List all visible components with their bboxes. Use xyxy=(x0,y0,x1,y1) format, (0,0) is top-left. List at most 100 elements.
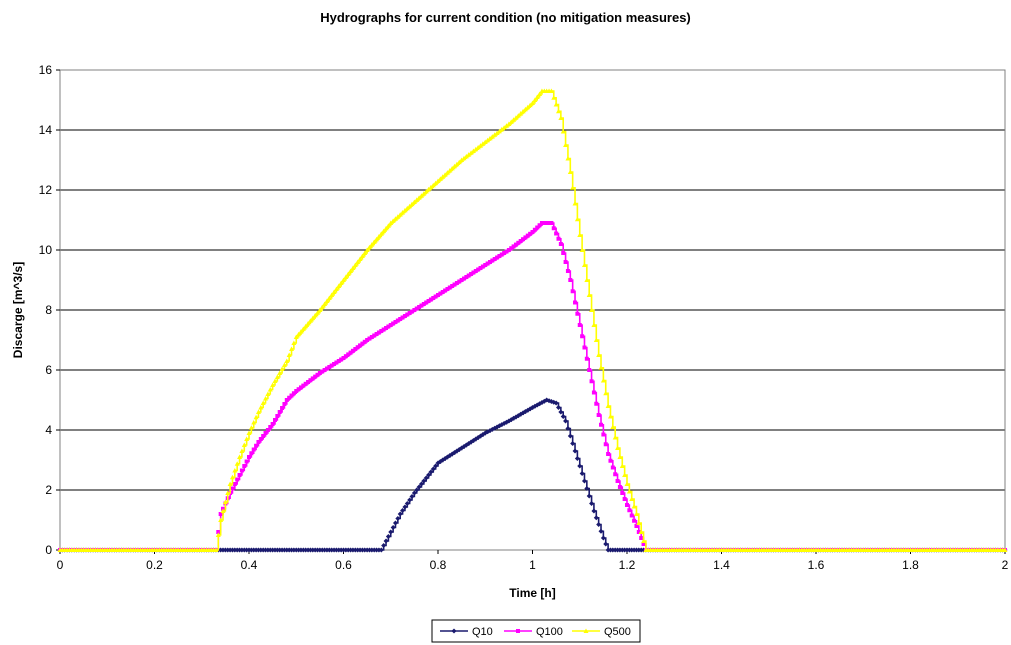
data-point-q100 xyxy=(636,530,641,534)
data-point-q100 xyxy=(407,311,412,315)
data-point-q100 xyxy=(247,455,251,459)
data-point-q100 xyxy=(341,356,346,360)
data-point-q100 xyxy=(525,233,530,238)
data-point-q10 xyxy=(381,543,387,548)
data-point-q100 xyxy=(466,273,471,278)
y-tick-label: 8 xyxy=(45,303,52,317)
data-point-q100 xyxy=(242,464,247,468)
data-point-q100 xyxy=(395,318,400,323)
data-point-q10 xyxy=(591,508,597,514)
data-point-q100 xyxy=(641,542,646,546)
data-point-q500 xyxy=(478,143,484,148)
data-point-q100 xyxy=(419,303,424,308)
data-point-q100 xyxy=(573,300,578,305)
data-point-q100 xyxy=(469,272,474,276)
data-point-q100 xyxy=(334,360,339,365)
data-point-q100 xyxy=(308,378,313,383)
data-point-q500 xyxy=(480,141,486,146)
data-point-q100 xyxy=(601,432,606,437)
data-point-q100 xyxy=(461,276,466,281)
legend-box xyxy=(431,619,641,643)
y-axis-title: Discarge [m^3/s] xyxy=(11,262,25,358)
data-point-q500 xyxy=(598,365,604,370)
data-point-q100 xyxy=(391,321,396,326)
data-point-q500 xyxy=(270,382,276,387)
data-point-q100 xyxy=(457,279,462,284)
data-point-q100 xyxy=(306,380,311,384)
y-tick-label: 16 xyxy=(39,63,53,77)
data-point-q500 xyxy=(324,298,330,303)
data-point-q500 xyxy=(366,244,372,250)
data-point-q100 xyxy=(405,312,410,317)
legend-marker-q100 xyxy=(516,629,520,633)
data-point-q100 xyxy=(547,221,552,225)
data-point-q100 xyxy=(504,249,509,254)
data-point-q100 xyxy=(511,244,516,249)
data-point-q100 xyxy=(596,413,601,417)
data-point-q500 xyxy=(551,95,557,100)
legend-marker-q10 xyxy=(451,628,457,634)
data-point-q100 xyxy=(244,459,249,464)
data-point-q10 xyxy=(395,516,401,521)
data-point-q100 xyxy=(426,299,431,303)
data-point-q100 xyxy=(294,389,299,393)
data-point-q10 xyxy=(600,535,606,541)
data-point-q500 xyxy=(475,144,481,150)
data-point-q10 xyxy=(407,497,413,503)
data-point-q500 xyxy=(263,396,269,401)
data-point-q100 xyxy=(282,402,287,406)
data-point-q500 xyxy=(570,185,576,190)
data-point-q100 xyxy=(400,315,405,320)
data-point-q100 xyxy=(379,329,384,333)
data-point-q100 xyxy=(367,336,372,341)
data-point-q100 xyxy=(433,294,438,299)
data-point-q500 xyxy=(293,334,299,339)
data-point-q100 xyxy=(516,240,521,245)
data-point-q10 xyxy=(411,490,417,496)
data-point-q10 xyxy=(593,515,599,521)
data-point-q10 xyxy=(383,538,389,544)
data-point-q500 xyxy=(548,88,554,93)
data-point-q100 xyxy=(348,350,353,355)
data-point-q100 xyxy=(298,385,303,390)
data-point-q10 xyxy=(392,520,398,526)
data-point-q100 xyxy=(506,248,511,252)
data-point-q100 xyxy=(239,468,244,473)
legend-label-q500: Q500 xyxy=(604,626,631,638)
data-point-q500 xyxy=(459,157,465,162)
data-point-q500 xyxy=(574,216,580,222)
data-point-q10 xyxy=(565,426,571,431)
data-point-q100 xyxy=(235,477,240,482)
x-tick-label: 1 xyxy=(529,558,536,572)
data-point-q500 xyxy=(329,292,335,297)
data-point-q500 xyxy=(612,435,618,440)
data-point-q100 xyxy=(577,323,582,327)
data-point-q100 xyxy=(554,231,559,236)
data-point-q100 xyxy=(445,287,450,291)
data-point-q500 xyxy=(248,425,254,430)
data-point-q100 xyxy=(384,326,389,330)
data-point-q500 xyxy=(532,97,538,102)
data-point-q100 xyxy=(237,473,242,477)
data-point-q100 xyxy=(551,226,556,231)
data-point-q500 xyxy=(362,250,368,255)
data-point-q100 xyxy=(310,376,315,381)
data-point-q500 xyxy=(225,490,231,495)
data-point-q10 xyxy=(428,469,434,475)
data-point-q100 xyxy=(431,296,436,300)
data-point-q500 xyxy=(279,366,285,371)
data-point-q500 xyxy=(591,322,597,327)
data-point-q10 xyxy=(400,508,406,513)
data-point-q10 xyxy=(390,525,396,530)
data-point-q500 xyxy=(596,352,602,357)
data-point-q100 xyxy=(589,379,594,384)
data-point-q500 xyxy=(579,247,585,252)
data-point-q100 xyxy=(346,352,351,357)
data-point-q100 xyxy=(358,343,363,348)
data-point-q500 xyxy=(581,262,587,267)
data-point-q10 xyxy=(558,409,564,415)
data-point-q100 xyxy=(277,410,282,414)
data-point-q100 xyxy=(544,221,549,225)
tick-labels: 0 2 4 6 8 10 12 14 16 0 0.2 0.4 0.6 0.8 1 1.2 1.4 1.6 1.8 2 xyxy=(39,63,1009,572)
data-point-q100 xyxy=(263,431,268,435)
